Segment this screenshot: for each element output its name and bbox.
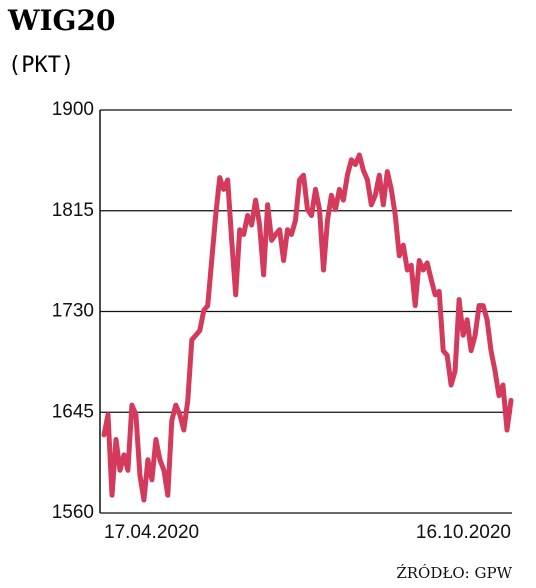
x-tick-label: 17.04.2020 [104, 522, 199, 543]
chart-title: WIG20 [7, 4, 115, 37]
source: ŹRÓDŁO: GPW [396, 564, 512, 582]
y-tick-label: 1815 [52, 200, 94, 221]
y-tick-label: 1730 [52, 301, 94, 322]
chart-subtitle: (PKT) [8, 53, 74, 78]
data-line [101, 152, 514, 503]
y-tick-label: 1560 [52, 502, 94, 523]
x-tick-label: 16.10.2020 [416, 522, 511, 543]
y-tick-label: 1645 [52, 401, 94, 422]
y-tick-label: 1900 [52, 99, 94, 120]
